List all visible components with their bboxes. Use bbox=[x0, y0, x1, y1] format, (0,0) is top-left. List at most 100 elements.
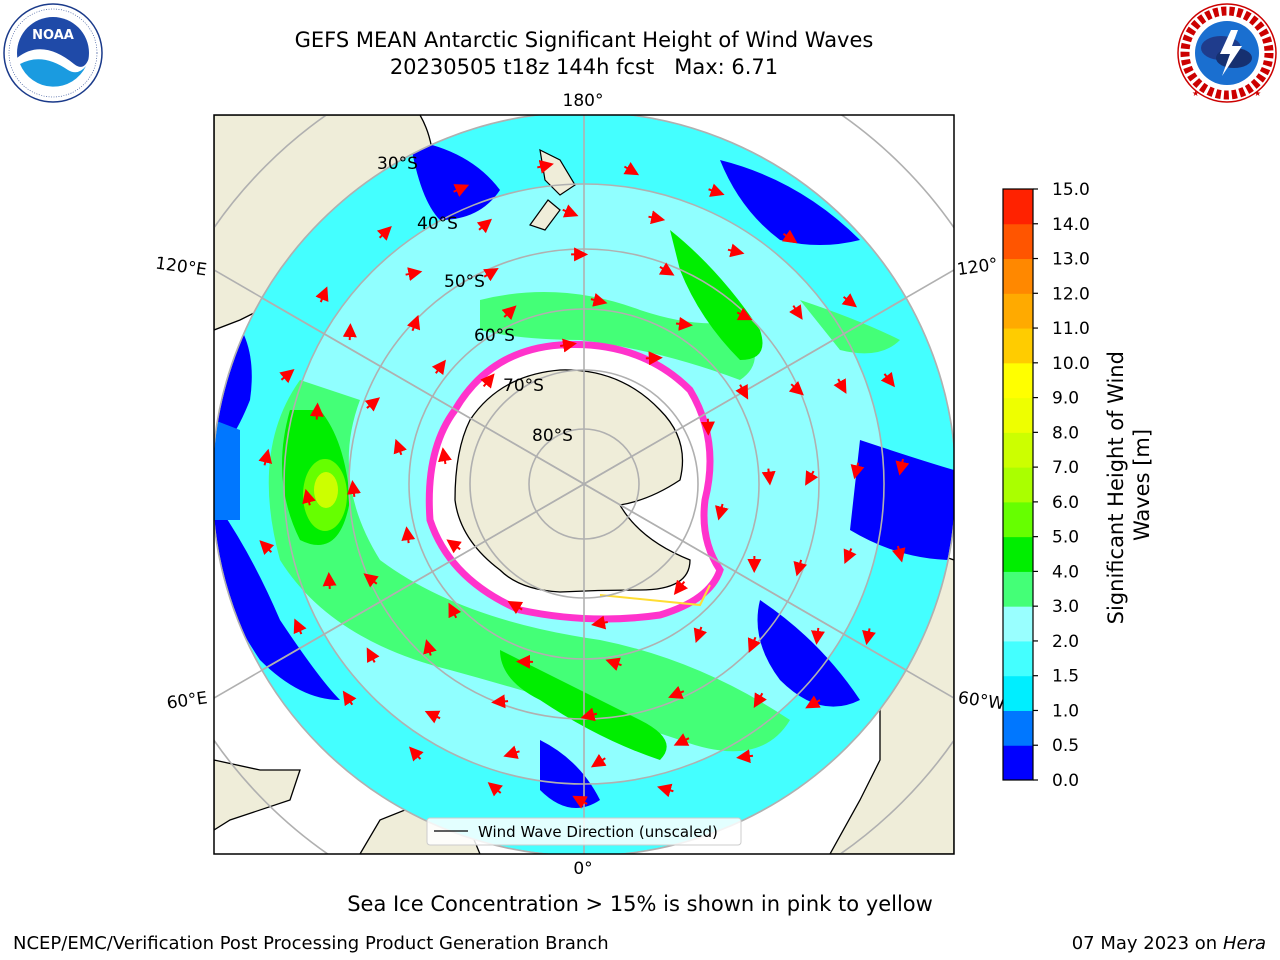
wave-direction-arrow bbox=[805, 695, 821, 709]
parallel-label-30s: 30°S bbox=[377, 154, 418, 174]
colorbar-segment bbox=[1003, 258, 1033, 294]
wave-direction-arrow bbox=[259, 540, 275, 556]
colorbar-tick-label: 0.5 bbox=[1052, 736, 1079, 756]
wave-direction-arrow bbox=[727, 243, 745, 258]
colorbar-segment bbox=[1003, 432, 1033, 468]
colorbar-tick-label: 13.0 bbox=[1052, 250, 1090, 270]
wave-direction-arrow bbox=[693, 626, 707, 643]
wave-direction-arrow bbox=[715, 503, 729, 521]
wave-direction-arrow bbox=[850, 462, 865, 480]
meridian-label-0: 0° bbox=[573, 859, 592, 879]
colorbar-tick-label: 10.0 bbox=[1052, 354, 1090, 374]
chart-title: GEFS MEAN Antarctic Significant Height o… bbox=[294, 28, 874, 52]
wave-direction-arrow bbox=[736, 749, 754, 764]
meridian-label-180: 180° bbox=[563, 91, 604, 111]
wave-direction-arrow bbox=[453, 184, 470, 197]
colorbar-segment bbox=[1003, 362, 1033, 399]
colorbar-tick-label: 14.0 bbox=[1052, 215, 1090, 235]
colorbar-segment bbox=[1003, 536, 1033, 572]
wave-direction-arrow bbox=[322, 571, 337, 590]
wave-direction-arrow bbox=[347, 480, 361, 498]
wave-direction-arrow bbox=[448, 602, 462, 619]
meridian-label-60e: 60°E bbox=[166, 688, 209, 713]
colorbar-tick-label: 9.0 bbox=[1052, 389, 1079, 409]
wave-direction-arrow bbox=[376, 225, 392, 241]
wave-direction-arrow bbox=[843, 548, 857, 565]
footer-left: NCEP/EMC/Verification Post Processing Pr… bbox=[13, 933, 609, 954]
wave-direction-arrow bbox=[657, 783, 674, 798]
wave-direction-arrow bbox=[761, 468, 776, 486]
colorbar: 0.0 0.5 1.0 1.5 2.0 3.0 4.0 5.0 6.0 7.0 8.0 9.0 10.0… bbox=[1002, 180, 1154, 791]
colorbar-tick-label: 5.0 bbox=[1052, 528, 1079, 548]
wave-direction-arrow bbox=[862, 628, 876, 646]
colorbar-segment bbox=[1003, 501, 1033, 538]
sea-ice-note: Sea Ice Concentration > 15% is shown in … bbox=[347, 892, 933, 916]
colorbar-tick-label: 4.0 bbox=[1052, 562, 1079, 582]
wave-direction-arrow bbox=[309, 402, 324, 420]
wave-direction-arrow bbox=[293, 618, 307, 635]
wave-direction-arrow bbox=[788, 380, 804, 396]
wave-direction-arrow bbox=[364, 397, 381, 412]
wave-direction-arrow bbox=[648, 210, 666, 225]
meridian-label-120e: 120°E bbox=[154, 253, 208, 280]
wave-direction-vectors bbox=[258, 159, 910, 809]
wave-direction-arrow bbox=[279, 368, 295, 384]
wave-direction-arrow bbox=[673, 733, 690, 746]
wave-direction-arrow bbox=[431, 359, 446, 376]
wave-direction-arrow bbox=[507, 600, 524, 615]
colorbar-tick-label: 15.0 bbox=[1052, 180, 1090, 200]
parallel-label-60s: 60°S bbox=[474, 326, 515, 346]
wave-direction-arrow bbox=[393, 438, 407, 456]
wave-direction-arrow bbox=[562, 204, 579, 218]
svg-text:★: ★ bbox=[1192, 89, 1199, 98]
parallel-label-70s: 70°S bbox=[503, 376, 544, 396]
wave-direction-arrow bbox=[580, 707, 598, 722]
parallel-label-80s: 80°S bbox=[532, 426, 573, 446]
colorbar-segment bbox=[1003, 328, 1033, 364]
wave-direction-arrow bbox=[401, 526, 416, 544]
wave-direction-arrow bbox=[572, 795, 588, 809]
wave-direction-arrow bbox=[501, 305, 517, 321]
wave-direction-arrow bbox=[841, 293, 857, 308]
wave-direction-arrow bbox=[366, 647, 380, 664]
colorbar-tick-label: 12.0 bbox=[1052, 284, 1090, 304]
svg-text:★: ★ bbox=[1254, 89, 1261, 98]
wave-direction-arrow bbox=[891, 545, 906, 563]
wave-direction-arrow bbox=[782, 229, 798, 244]
noaa-logo-text: NOAA bbox=[32, 28, 74, 43]
colorbar-segment bbox=[1003, 675, 1033, 711]
colorbar-tick-label: 11.0 bbox=[1052, 319, 1090, 339]
colorbar-segment bbox=[1003, 571, 1033, 607]
colorbar-tick-label: 1.0 bbox=[1052, 701, 1079, 721]
wave-direction-arrow bbox=[409, 746, 424, 762]
wave-direction-arrow bbox=[708, 183, 725, 197]
colorbar-tick-label: 3.0 bbox=[1052, 597, 1079, 617]
wave-direction-arrow bbox=[753, 692, 767, 708]
wave-direction-arrow bbox=[590, 753, 607, 768]
colorbar-tick-label: 2.0 bbox=[1052, 632, 1079, 652]
wave-direction-arrow bbox=[342, 690, 357, 707]
wave-direction-arrow bbox=[560, 338, 577, 353]
footer-machine: Hera bbox=[1222, 933, 1266, 954]
new-zealand bbox=[529, 148, 576, 231]
wave-direction-arrow bbox=[342, 323, 357, 341]
colorbar-segment bbox=[1003, 397, 1033, 433]
wave-direction-arrow bbox=[491, 694, 509, 709]
colorbar-segment bbox=[1003, 745, 1033, 781]
wave-direction-arrow bbox=[476, 218, 492, 234]
wave-direction-arrow bbox=[424, 710, 441, 724]
footer-date: 07 May 2023 on bbox=[1071, 933, 1218, 954]
wave-direction-arrow bbox=[483, 267, 499, 282]
wave-direction-arrow bbox=[480, 373, 495, 389]
parallel-label-40s: 40°S bbox=[417, 214, 458, 234]
wave-direction-arrow bbox=[789, 304, 803, 320]
wave-direction-arrow bbox=[623, 162, 640, 176]
wave-direction-arrow bbox=[405, 267, 423, 281]
wave-direction-arrow bbox=[406, 314, 421, 332]
colorbar-segment bbox=[1003, 223, 1033, 260]
meridian-label-120w: 120° bbox=[956, 255, 999, 281]
colorbar-segment bbox=[1003, 189, 1033, 225]
colorbar-segment bbox=[1003, 640, 1033, 677]
wave-direction-arrow bbox=[605, 657, 622, 671]
